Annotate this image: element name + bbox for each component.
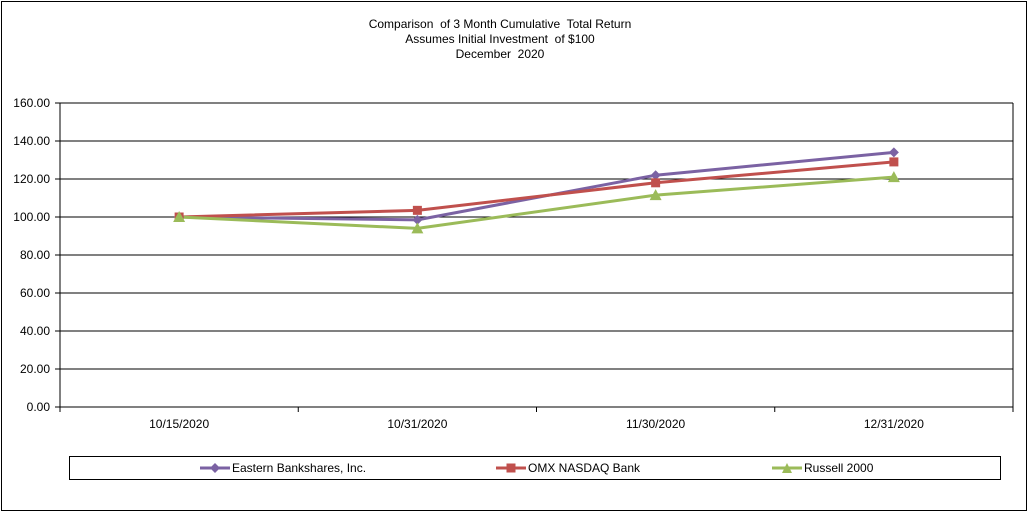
data-point-triangle xyxy=(173,211,186,222)
legend-marker-square-icon xyxy=(496,463,526,473)
data-point-diamond xyxy=(412,214,423,225)
legend: Eastern Bankshares, Inc. OMX NASDAQ Bank… xyxy=(69,456,1001,480)
series-line-2 xyxy=(179,175,894,230)
legend-label: Russell 2000 xyxy=(804,461,874,475)
legend-marker-diamond-icon xyxy=(200,463,230,473)
y-tick-label: 140.00 xyxy=(13,134,50,148)
y-tick-label: 60.00 xyxy=(20,286,50,300)
data-point-square xyxy=(412,205,422,215)
data-point-diamond xyxy=(650,170,661,181)
y-tick-label: 160.00 xyxy=(13,96,50,110)
y-tick-label: 100.00 xyxy=(13,210,50,224)
x-tick-label: 11/30/2020 xyxy=(626,417,685,431)
legend-item-russell-2000: Russell 2000 xyxy=(772,457,873,479)
y-tick-label: 0.00 xyxy=(27,400,51,414)
data-point-triangle xyxy=(411,222,424,234)
y-tick-label: 120.00 xyxy=(13,172,50,186)
data-point-triangle xyxy=(649,189,662,201)
legend-item-eastern-bankshares: Eastern Bankshares, Inc. xyxy=(200,457,366,479)
data-point-triangle xyxy=(887,171,900,183)
data-point-diamond xyxy=(888,147,899,158)
chart-title-line-3: December 2020 xyxy=(455,47,545,61)
x-tick-label: 12/31/2020 xyxy=(864,417,924,431)
y-tick-label: 40.00 xyxy=(20,324,50,338)
legend-marker-triangle-icon xyxy=(772,463,802,473)
data-point-square xyxy=(889,157,899,167)
legend-label: Eastern Bankshares, Inc. xyxy=(232,461,367,475)
chart-title-line-2: Assumes Initial Investment of $100 xyxy=(405,32,595,46)
chart-title-line-1: Comparison of 3 Month Cumulative Total R… xyxy=(368,17,632,31)
legend-label: OMX NASDAQ Bank xyxy=(528,461,641,475)
x-tick-label: 10/15/2020 xyxy=(149,417,209,431)
data-point-square xyxy=(651,178,661,188)
y-tick-label: 80.00 xyxy=(20,248,50,262)
legend-item-omx-nasdaq-bank: OMX NASDAQ Bank xyxy=(496,457,640,479)
series-line-1 xyxy=(179,160,895,219)
y-tick-label: 20.00 xyxy=(20,362,50,376)
x-tick-label: 10/31/2020 xyxy=(387,417,447,431)
